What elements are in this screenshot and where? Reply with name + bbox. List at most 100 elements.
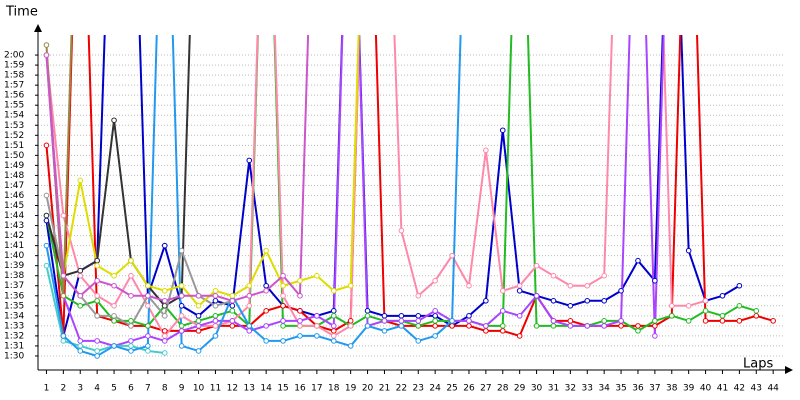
point [618, 318, 624, 324]
x-tick-label: 4 [94, 384, 100, 394]
point [652, 277, 658, 284]
y-tick-label: 1:41 [4, 241, 24, 251]
y-tick-label: 1:38 [4, 271, 24, 281]
point [499, 127, 506, 134]
y-tick-label: 1:34 [4, 311, 24, 321]
point [161, 313, 168, 319]
point [77, 303, 84, 309]
point [229, 308, 236, 314]
y-tick-label: 1:36 [4, 291, 24, 301]
point [297, 308, 303, 314]
point [43, 217, 50, 224]
point [145, 303, 151, 309]
point [533, 292, 540, 299]
point [415, 318, 422, 324]
point [263, 287, 269, 294]
point [567, 303, 574, 309]
x-axis-label: Laps [743, 357, 773, 372]
point [145, 343, 151, 349]
point [229, 303, 236, 309]
y-tick-label: 1:52 [4, 131, 24, 141]
x-tick-label: 42 [734, 384, 745, 394]
point [432, 277, 438, 284]
point [533, 323, 540, 329]
point [77, 267, 84, 274]
point [635, 323, 641, 329]
point [128, 348, 134, 354]
point [297, 277, 303, 284]
point [635, 257, 641, 264]
y-tick-label: 1:53 [4, 121, 24, 131]
point [415, 313, 422, 319]
point [449, 252, 455, 259]
y-tick-label: 1:39 [4, 261, 24, 271]
point [128, 318, 134, 324]
point [601, 318, 607, 324]
point [77, 343, 84, 349]
point [77, 177, 84, 184]
point [652, 333, 658, 339]
point [111, 282, 117, 289]
point [246, 157, 253, 164]
point [77, 292, 84, 299]
point [347, 323, 354, 329]
point [466, 323, 472, 329]
y-tick-label: 1:54 [4, 111, 24, 121]
point [111, 117, 117, 124]
point [432, 318, 438, 324]
y-tick-label: 1:42 [4, 231, 24, 241]
point [178, 313, 185, 319]
y-tick-label: 1:50 [4, 151, 24, 161]
point [145, 282, 151, 289]
point [449, 323, 455, 329]
point [652, 318, 658, 324]
x-tick-label: 19 [345, 384, 357, 394]
point [161, 350, 168, 356]
point [584, 297, 591, 304]
point [330, 308, 337, 314]
point [415, 323, 422, 329]
point [195, 348, 202, 354]
point [533, 262, 540, 269]
point [212, 287, 219, 294]
point [330, 333, 337, 339]
point [702, 308, 709, 314]
point [77, 338, 84, 344]
y-tick-label: 1:48 [4, 171, 24, 181]
point [381, 318, 388, 324]
point [111, 343, 117, 349]
point [263, 338, 269, 344]
point [161, 287, 168, 294]
point [60, 333, 67, 339]
y-tick-label: 1:58 [4, 71, 24, 81]
point [43, 42, 50, 48]
y-tick-label: 2:00 [4, 51, 24, 61]
point [178, 282, 185, 289]
y-tick-label: 1:51 [4, 141, 24, 151]
point [161, 328, 168, 334]
point [685, 318, 692, 324]
point [195, 323, 202, 329]
x-tick-label: 14 [260, 384, 272, 394]
point [567, 282, 574, 289]
point [297, 292, 303, 299]
point [432, 313, 438, 319]
point [229, 318, 236, 324]
x-tick-label: 26 [463, 384, 475, 394]
point [347, 318, 354, 324]
x-tick-label: 10 [193, 384, 205, 394]
x-tick-label: 44 [767, 384, 779, 394]
point [178, 328, 185, 334]
x-tick-label: 31 [548, 384, 559, 394]
point [94, 313, 100, 319]
point [432, 323, 438, 329]
point [601, 272, 607, 279]
point [314, 333, 320, 339]
point [280, 303, 286, 309]
y-tick-label: 1:32 [4, 331, 24, 341]
point [161, 303, 168, 309]
point [584, 323, 591, 329]
point [212, 313, 219, 319]
point [483, 297, 489, 304]
point [280, 338, 286, 344]
